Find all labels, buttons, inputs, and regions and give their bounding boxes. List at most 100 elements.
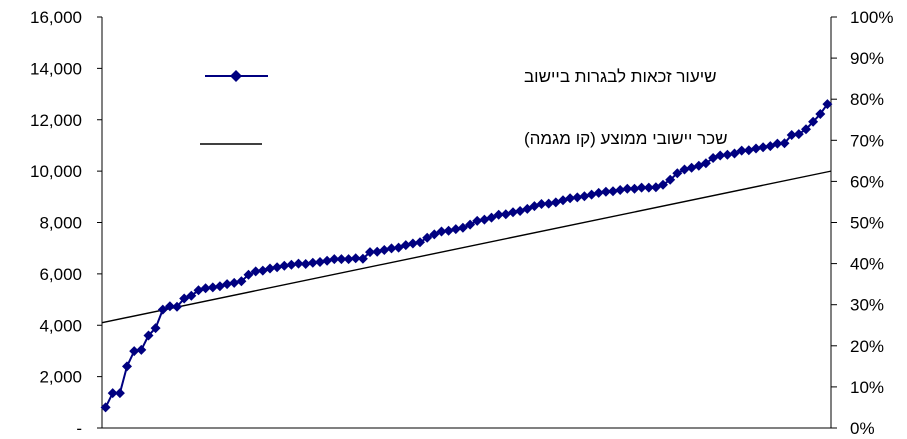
- eligibility-point: [443, 225, 454, 236]
- eligibility-point: [329, 254, 340, 265]
- eligibility-point: [436, 226, 447, 237]
- eligibility-point: [665, 174, 676, 185]
- right-axis-tick-label: 80%: [850, 90, 884, 109]
- eligibility-point: [193, 285, 204, 296]
- left-axis-tick-label: 10,000: [30, 162, 82, 181]
- left-axis-tick-label: 16,000: [30, 8, 82, 27]
- eligibility-point: [293, 258, 304, 269]
- eligibility-series-line: [104, 103, 829, 408]
- eligibility-point: [822, 99, 833, 110]
- eligibility-point: [793, 129, 804, 140]
- eligibility-point: [422, 232, 433, 243]
- eligibility-point: [307, 257, 318, 268]
- eligibility-point: [550, 197, 561, 208]
- eligibility-point: [136, 344, 147, 355]
- eligibility-point: [400, 240, 411, 251]
- eligibility-point: [815, 109, 826, 119]
- eligibility-point: [207, 282, 218, 293]
- eligibility-point: [222, 279, 233, 290]
- eligibility-point: [758, 142, 769, 153]
- eligibility-point: [751, 143, 761, 154]
- eligibility-point: [508, 207, 518, 218]
- legend: שיעור זכאות לבגרות ביישוב שכר יישובי ממו…: [200, 67, 728, 148]
- eligibility-point: [472, 215, 483, 226]
- eligibility-point: [164, 301, 175, 312]
- eligibility-point: [729, 148, 740, 159]
- eligibility-point: [593, 187, 604, 198]
- eligibility-point: [214, 281, 225, 292]
- tick-labels: - 2,000 4,000 6,000 8,000 10,000 12,000 14,000 1…: [30, 8, 893, 438]
- eligibility-point: [429, 229, 440, 240]
- eligibility-point: [565, 193, 576, 204]
- left-axis-tick-label: 8,000: [39, 214, 82, 233]
- left-axis-tick-label: 2,000: [39, 368, 82, 387]
- eligibility-point: [186, 290, 197, 301]
- left-axis-tick-label: 4,000: [39, 316, 82, 335]
- right-axis-tick-label: 20%: [850, 337, 884, 356]
- eligibility-point: [622, 183, 633, 194]
- eligibility-point: [572, 192, 583, 203]
- right-axis-tick-label: 90%: [850, 49, 884, 68]
- right-axis-tick-label: 0%: [850, 419, 875, 438]
- eligibility-point: [150, 323, 161, 334]
- eligibility-point: [579, 191, 590, 202]
- eligibility-point: [357, 253, 368, 264]
- eligibility-point: [615, 185, 626, 195]
- wage-trend-line: [101, 170, 832, 324]
- eligibility-point: [558, 195, 568, 206]
- eligibility-point: [272, 262, 283, 273]
- left-axis-tick-label: 6,000: [39, 265, 82, 284]
- eligibility-point: [107, 388, 118, 399]
- eligibility-point: [336, 254, 347, 265]
- eligibility-point: [372, 246, 383, 257]
- eligibility-point: [801, 124, 811, 135]
- eligibility-point: [722, 149, 733, 160]
- eligibility-point: [779, 138, 790, 149]
- eligibility-point: [450, 224, 461, 235]
- legend-series-marker: [230, 70, 242, 82]
- eligibility-point: [172, 301, 182, 312]
- eligibility-point: [379, 245, 390, 255]
- eligibility-point: [386, 243, 397, 254]
- eligibility-point: [500, 209, 511, 220]
- eligibility-point: [743, 145, 754, 156]
- legend-label-wage-trend: שכר יישובי ממוצע (קו מגמה): [524, 129, 728, 148]
- eligibility-point: [808, 116, 819, 127]
- eligibility-point: [343, 254, 354, 265]
- eligibility-point: [236, 276, 247, 287]
- eligibility-point: [515, 206, 526, 216]
- eligibility-point: [200, 283, 211, 294]
- eligibility-point: [286, 259, 297, 270]
- legend-label-eligibility: שיעור זכאות לבגרות ביישוב: [524, 67, 717, 86]
- eligibility-point: [322, 255, 333, 266]
- eligibility-point: [686, 162, 697, 173]
- right-axis-tick-label: 60%: [850, 172, 884, 191]
- eligibility-point: [658, 179, 668, 190]
- eligibility-point: [700, 158, 711, 169]
- eligibility-point: [543, 198, 554, 209]
- left-axis-tick-label: 14,000: [30, 59, 82, 78]
- eligibility-point: [479, 214, 490, 225]
- eligibility-point: [265, 263, 275, 274]
- eligibility-point: [457, 222, 468, 233]
- eligibility-point: [772, 138, 783, 149]
- eligibility-point: [786, 130, 797, 140]
- eligibility-point: [679, 164, 690, 175]
- eligibility-point: [536, 199, 547, 209]
- left-axis-tick-label: -: [76, 419, 82, 438]
- eligibility-point: [493, 209, 504, 220]
- right-axis-tick-label: 50%: [850, 214, 884, 233]
- series-layer: [100, 99, 833, 413]
- eligibility-point: [608, 186, 618, 197]
- eligibility-point: [315, 257, 325, 267]
- right-axis-tick-label: 100%: [850, 8, 893, 27]
- right-axis-tick-label: 40%: [850, 255, 884, 274]
- eligibility-point: [486, 212, 497, 223]
- eligibility-point: [636, 182, 647, 193]
- eligibility-point: [715, 150, 726, 161]
- left-axis-tick-label: 12,000: [30, 111, 82, 130]
- eligibility-point: [114, 388, 125, 399]
- right-axis-tick-label: 10%: [850, 378, 884, 397]
- eligibility-point: [672, 168, 683, 179]
